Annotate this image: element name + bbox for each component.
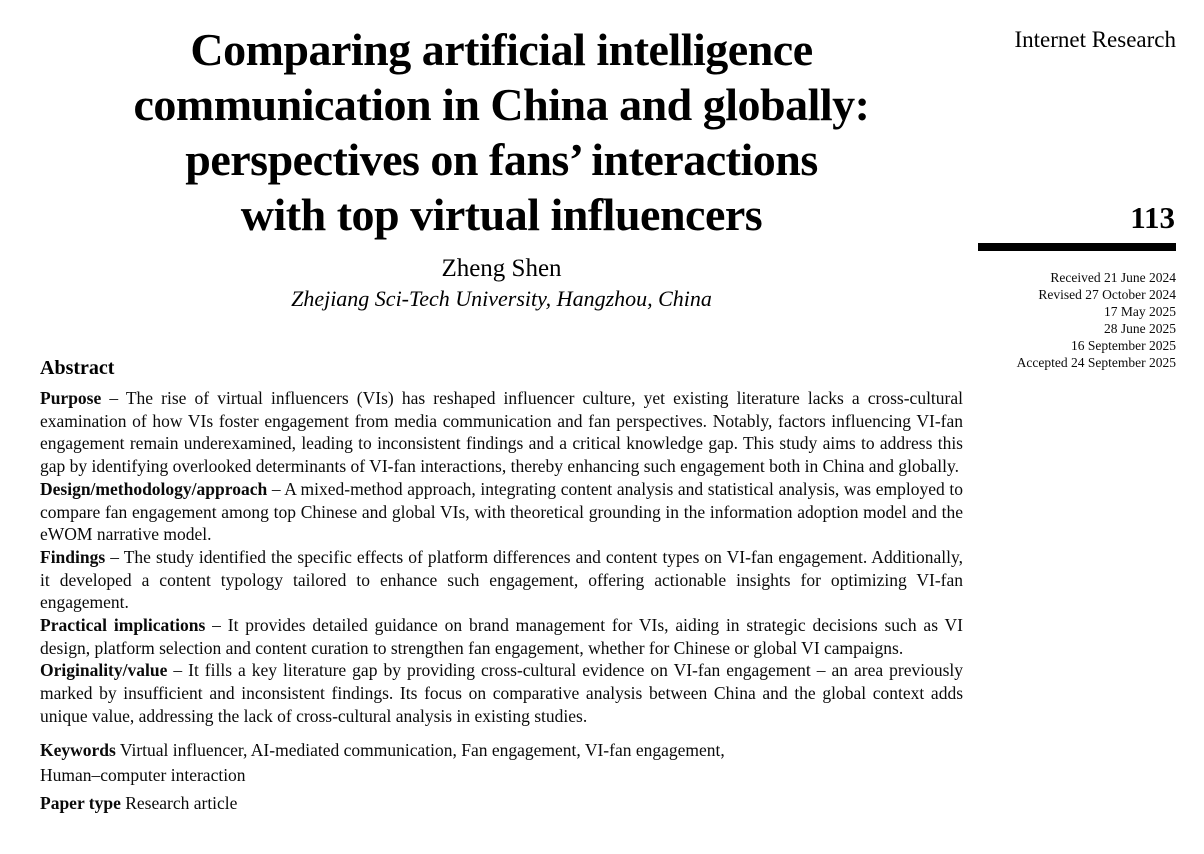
article-main-column: Comparing artificial intelligence commun…	[40, 22, 963, 814]
history-line-received: Received 21 June 2024	[1050, 270, 1176, 285]
history-line-revised-4: 16 September 2025	[1071, 338, 1176, 353]
paper-type-text: Research article	[125, 792, 238, 813]
history-line-accepted: Accepted 24 September 2025	[1016, 355, 1176, 370]
abstract-section-design: Design/methodology/approach – A mixed-me…	[40, 478, 963, 546]
keywords-text-1: Virtual influencer, AI-mediated communic…	[119, 739, 725, 760]
paper-type-line: Paper type Research article	[40, 792, 963, 814]
history-line-revised-2: 17 May 2025	[1104, 304, 1176, 319]
article-title-line: communication in China and globally:	[133, 79, 870, 130]
abstract-section-purpose: Purpose – The rise of virtual influencer…	[40, 387, 963, 478]
abstract-section-practical-implications: Practical implications – It provides det…	[40, 614, 963, 659]
abstract-section-findings: Findings – The study identified the spec…	[40, 546, 963, 614]
section-text-findings: – The study identified the specific effe…	[40, 546, 964, 613]
keywords-block: Keywords Virtual influencer, AI-mediated…	[40, 738, 963, 789]
journal-name: Internet Research	[1014, 27, 1176, 52]
page-number: 113	[1130, 200, 1175, 235]
article-title-line: Comparing artificial intelligence	[190, 24, 813, 75]
article-title-line: perspectives on fans’ interactions	[185, 134, 818, 185]
article-title-line: with top virtual influencers	[240, 189, 763, 240]
history-line-revised-3: 28 June 2025	[1104, 321, 1176, 336]
abstract-heading: Abstract	[40, 357, 115, 379]
keywords-line-2: Human–computer interaction	[40, 765, 246, 786]
section-label-design: Design/methodology/approach	[40, 478, 268, 499]
section-label-findings: Findings	[40, 546, 106, 567]
author-name: Zheng Shen	[441, 255, 562, 282]
section-text-practical-implications: – It provides detailed guidance on brand…	[40, 615, 963, 658]
history-line-revised: Revised 27 October 2024	[1038, 287, 1176, 302]
journal-sidebar: Internet Research 113 Received 21 June 2…	[978, 0, 1176, 854]
section-text-purpose: – The rise of virtual influencers (VIs) …	[40, 388, 963, 477]
keywords-line-1: Keywords Virtual influencer, AI-mediated…	[40, 738, 963, 764]
abstract-body: Purpose – The rise of virtual influencer…	[40, 387, 963, 728]
section-label-originality-value: Originality/value	[40, 660, 168, 681]
section-label-purpose: Purpose	[40, 388, 102, 408]
paper-type-label: Paper type	[40, 792, 121, 813]
section-text-design: – A mixed-method approach, integrating c…	[40, 478, 963, 545]
article-title: Comparing artificial intelligence commun…	[40, 22, 963, 242]
divider-rule	[978, 243, 1176, 251]
revision-history: Received 21 June 2024 Revised 27 October…	[978, 269, 1176, 371]
section-label-practical-implications: Practical implications	[40, 615, 206, 636]
keywords-label: Keywords	[40, 739, 116, 760]
section-text-originality-value: – It fills a key literature gap by provi…	[40, 660, 963, 726]
abstract-section-originality-value: Originality/value – It fills a key liter…	[40, 659, 963, 727]
author-affiliation: Zhejiang Sci-Tech University, Hangzhou, …	[291, 286, 712, 311]
